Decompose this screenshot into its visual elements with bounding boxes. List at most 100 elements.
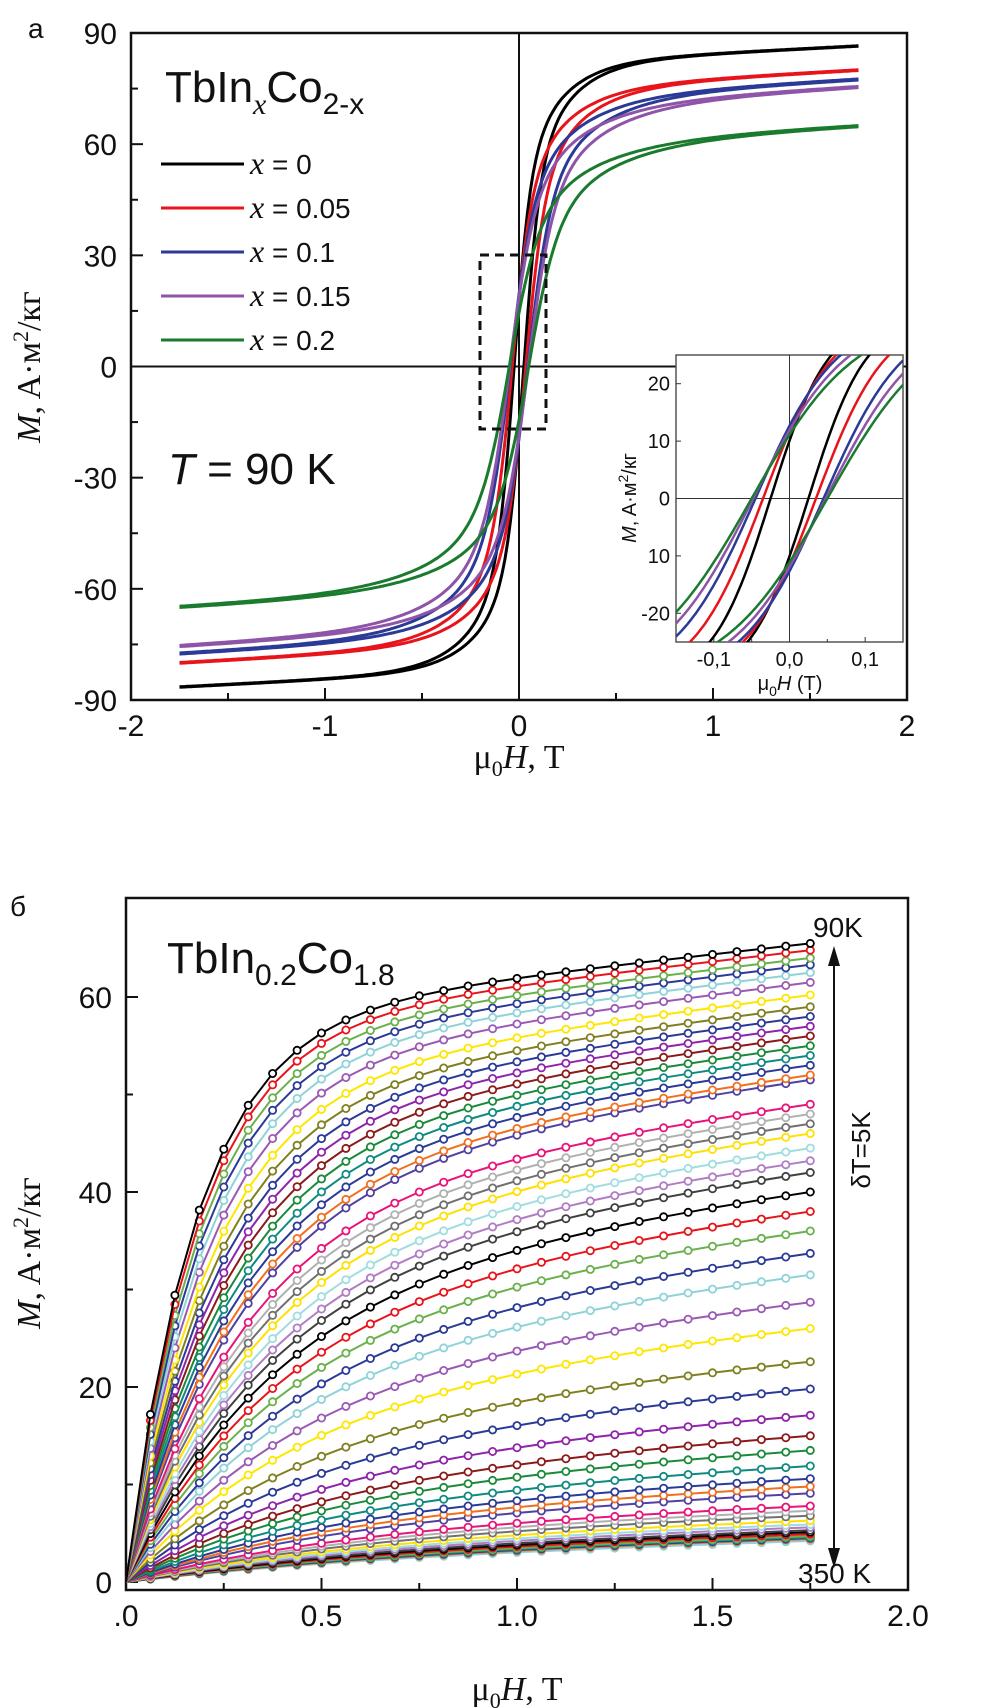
data-point [732,1071,742,1081]
data-point [561,1270,571,1280]
data-point [708,1065,718,1075]
data-point [390,1426,400,1436]
data-point [732,1466,742,1476]
data-point [463,999,473,1009]
data-point [805,1445,815,1455]
legend-label: x = 0.15 [249,277,351,313]
data-point [268,1519,278,1529]
data-point [781,1147,791,1157]
data-point [659,1471,669,1481]
y-tick-label-a: -60 [74,574,117,607]
data-point [512,1057,522,1067]
data-point [805,1012,815,1022]
data-point [805,1041,815,1051]
y-axis-title-a: M, A·м2/кг [8,291,48,444]
data-point [683,1149,693,1159]
data-point [268,1473,278,1483]
data-point [683,1314,693,1324]
data-point [512,1227,522,1237]
data-point [488,1183,498,1193]
data-point [439,1049,449,1059]
data-point [414,991,424,1001]
data-point [341,1477,351,1487]
data-point [781,981,791,991]
data-point [243,1183,253,1193]
y-tick-label-b: 60 [79,982,112,1015]
data-point [781,971,791,981]
data-point [365,1223,375,1233]
data-point [634,1173,644,1183]
data-point [536,1341,546,1351]
data-point [243,1240,253,1250]
data-point [292,1234,302,1244]
data-point [488,1038,498,1048]
data-point [512,1202,522,1212]
data-point [488,1352,498,1362]
data-point [634,1485,644,1495]
data-point [561,1047,571,1057]
data-point [756,1195,766,1205]
data-point [292,1512,302,1522]
y-tick-label-b: 40 [79,1177,112,1210]
data-point [341,1348,351,1358]
data-point [488,1096,498,1106]
data-point [683,1207,693,1217]
data-point [659,1193,669,1203]
data-point [316,1062,326,1072]
data-point [610,1241,620,1251]
data-point [536,1028,546,1038]
data-point [756,1484,766,1494]
data-point [781,1359,791,1369]
data-point [781,1433,791,1443]
data-point [756,1126,766,1136]
data-point [292,1182,302,1192]
isotherm-225K [125,1270,815,1583]
data-point [805,1501,815,1511]
title-b: TbIn0.2Co1.8 [167,934,395,992]
data-point [561,1467,571,1477]
data-point [439,1455,449,1465]
y-tick-label-a: -30 [74,463,117,496]
data-point [610,1029,620,1039]
data-point [463,1115,473,1125]
data-point [316,1430,326,1440]
data-point [488,1271,498,1281]
data-point [414,1394,424,1404]
data-point [268,1355,278,1365]
data-point [561,1413,571,1423]
data-point [634,1217,644,1227]
data-point [316,1050,326,1060]
data-point [341,1500,351,1510]
data-point [341,1316,351,1326]
data-point [781,1054,791,1064]
data-point [268,1221,278,1231]
data-point [732,1199,742,1209]
data-point [683,960,693,970]
data-point [390,1480,400,1490]
data-point [585,1043,595,1053]
data-point [219,1453,229,1463]
data-point [683,1163,693,1173]
data-point [536,1316,546,1326]
data-point [292,1323,302,1333]
data-point [439,1413,449,1423]
data-point [488,1488,498,1498]
data-point [243,1298,253,1308]
data-point [512,981,522,991]
data-point [365,1410,375,1420]
data-point [365,1142,375,1152]
data-point [683,1006,693,1016]
data-point [463,1202,473,1212]
data-point [463,1279,473,1289]
data-point [439,1004,449,1014]
data-point [439,1200,449,1210]
data-point [463,1126,473,1136]
y-axis-title-b: M, A·м2/кг [8,1177,48,1330]
data-point [341,1194,351,1204]
data-point [756,1175,766,1185]
data-point [634,1098,644,1108]
data-point [341,1287,351,1297]
data-point [610,1142,620,1152]
data-point [243,1418,253,1428]
data-point [268,1080,278,1090]
